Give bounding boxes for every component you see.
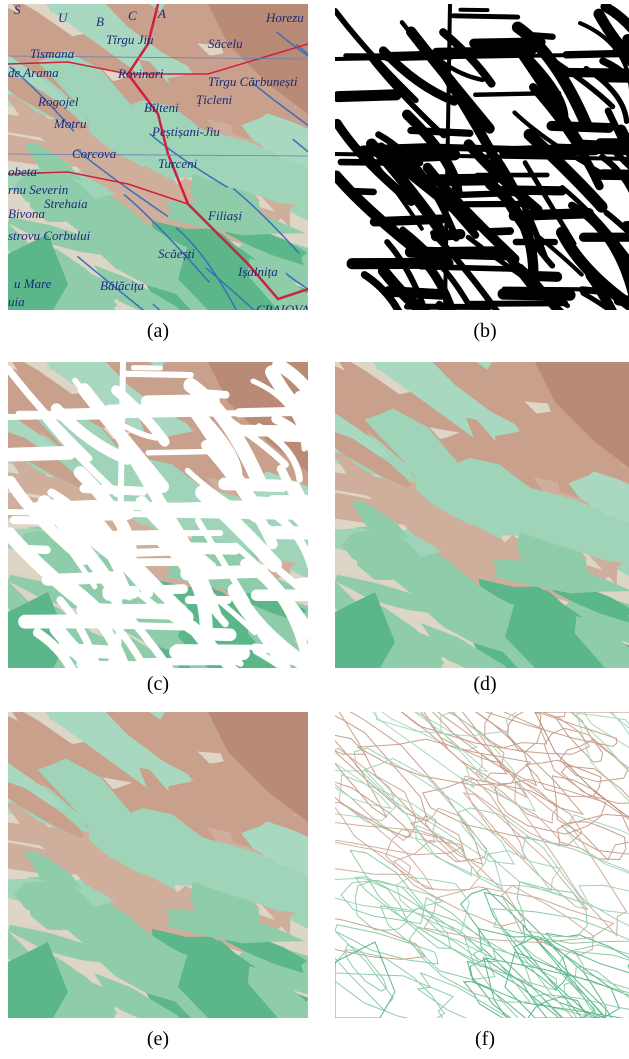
- stroke: [411, 130, 470, 133]
- stroke: [84, 488, 143, 491]
- stroke: [341, 162, 420, 163]
- stroke: [338, 95, 396, 97]
- stroke: [14, 520, 93, 521]
- caption: (b): [473, 320, 496, 342]
- stroke: [223, 660, 287, 716]
- map-label: de Arama: [8, 65, 59, 80]
- map-label: obeta-: [8, 164, 41, 179]
- caption: (a): [147, 320, 169, 342]
- stroke: [125, 551, 194, 553]
- panel: [0, 624, 388, 1059]
- map-label: Tismana: [30, 46, 75, 61]
- panel: [282, 624, 629, 1059]
- stroke: [427, 179, 494, 180]
- map-label: Ișalnița: [237, 264, 278, 279]
- map-label: Rogojel: [37, 94, 79, 109]
- stroke: [514, 213, 589, 216]
- stroke: [351, 191, 374, 192]
- panel: [0, 274, 388, 739]
- map-label: Peștișani-Jiu: [151, 124, 220, 139]
- map-label: Turceni: [158, 156, 198, 171]
- stroke: [224, 484, 282, 486]
- stroke: [474, 42, 541, 43]
- stroke: [504, 289, 600, 290]
- map-label: Tîrgu Cărbunești: [208, 74, 298, 89]
- map-label: CRAIOVA: [256, 302, 309, 317]
- caption: (e): [147, 1028, 169, 1050]
- map-label: Bălăcița: [100, 278, 145, 293]
- stroke: [126, 374, 190, 375]
- panel: [282, 274, 629, 724]
- map-label: Filiași: [207, 208, 242, 223]
- map-label: Horezu: [265, 10, 304, 25]
- map-label: C: [128, 8, 137, 23]
- map-label: A: [157, 6, 166, 21]
- map-label: Bivona: [8, 206, 45, 221]
- stroke: [187, 571, 262, 574]
- map-label: strovu Corbului: [8, 228, 91, 243]
- map-label: uia: [8, 294, 25, 309]
- stroke: [452, 193, 521, 195]
- page: S U B C ATîrgu Jiu Horezu Săcelu Tismana de Aram…: [0, 0, 629, 1059]
- stroke: [147, 400, 214, 401]
- map-label: Rovinari: [117, 66, 164, 81]
- stroke: [148, 451, 232, 453]
- map-label: Motru: [53, 116, 87, 131]
- stroke: [231, 506, 300, 508]
- map-label: S: [14, 2, 21, 17]
- figure: S U B C ATîrgu Jiu Horezu Săcelu Tismana de Aram…: [0, 0, 629, 1059]
- map-label: Bîlteni: [144, 100, 179, 115]
- map-label: rnu Severin: [8, 182, 68, 197]
- stroke: [11, 453, 69, 455]
- map-label: u Mare: [14, 276, 52, 291]
- stroke: [475, 93, 559, 95]
- stroke: [527, 35, 552, 37]
- stroke: [100, 537, 167, 538]
- caption: (d): [473, 673, 496, 695]
- map-label: Săcelu: [208, 36, 243, 51]
- stroke: [24, 549, 47, 550]
- stroke: [299, 582, 330, 584]
- stroke: [550, 302, 614, 358]
- map-label: Strehaia: [44, 196, 88, 211]
- map-label: Scăești: [158, 246, 195, 261]
- map-label: Corcova: [72, 146, 117, 161]
- caption: (f): [475, 1028, 495, 1050]
- map-label: Țicleni: [196, 92, 232, 107]
- stroke: [551, 126, 609, 128]
- stroke: [558, 148, 627, 150]
- map-label: B: [96, 14, 104, 29]
- map-label: U: [58, 10, 69, 25]
- stroke: [160, 589, 184, 590]
- caption: (c): [147, 673, 169, 695]
- stroke: [453, 16, 517, 17]
- stroke: [487, 231, 511, 232]
- map-label: Tîrgu Jiu: [106, 32, 154, 47]
- stroke: [177, 647, 273, 648]
